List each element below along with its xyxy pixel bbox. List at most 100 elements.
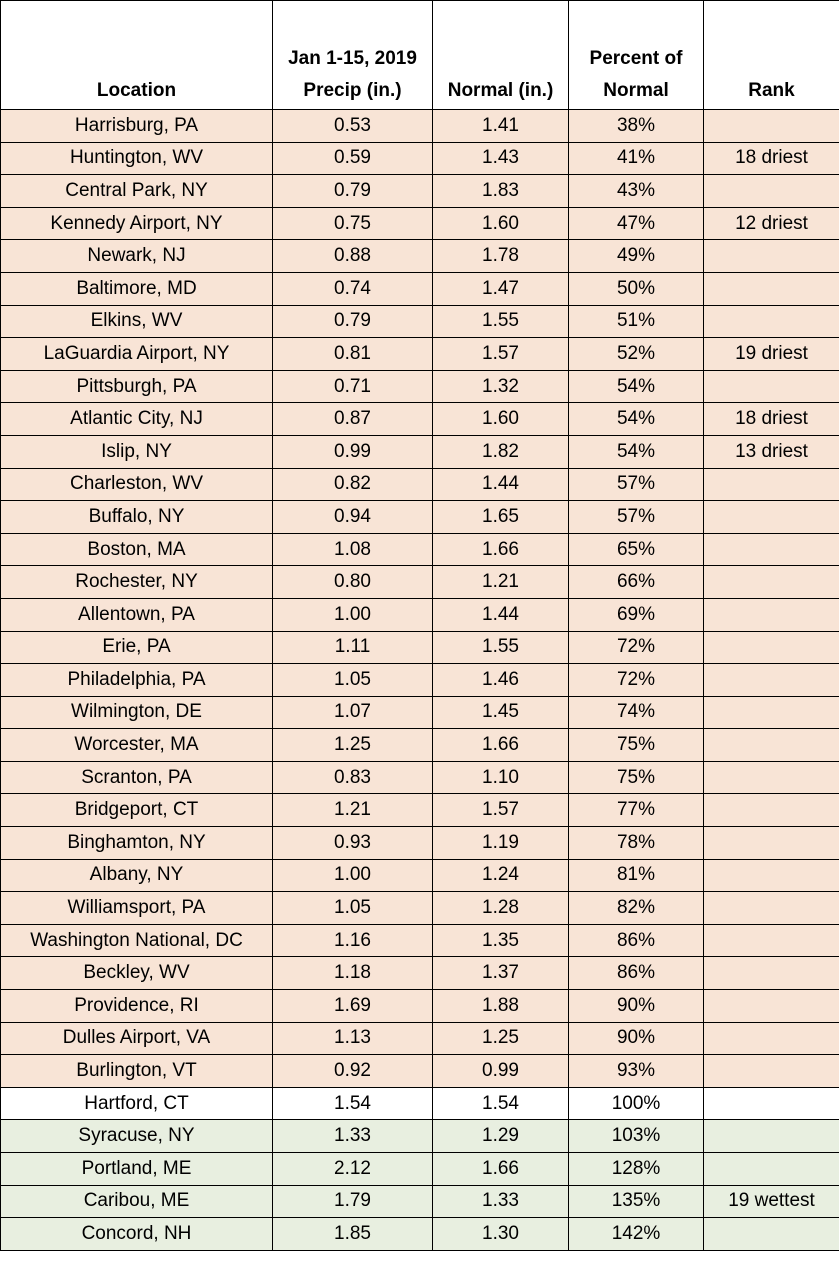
- cell-rank: [703, 793, 839, 828]
- table-row: Beckley, WV 1.18 1.37 86%: [0, 956, 839, 991]
- cell-percent: 51%: [568, 304, 704, 339]
- cell-location: LaGuardia Airport, NY: [0, 337, 273, 371]
- cell-rank: [703, 858, 839, 893]
- cell-rank: [703, 923, 839, 958]
- table-row: LaGuardia Airport, NY 0.81 1.57 52% 19 dries…: [0, 337, 839, 371]
- cell-location: Rochester, NY: [0, 565, 273, 599]
- cell-normal: 1.88: [432, 989, 569, 1023]
- cell-location: Burlington, VT: [0, 1054, 273, 1088]
- cell-precip: 0.79: [272, 304, 433, 339]
- cell-normal: 1.57: [432, 793, 569, 828]
- cell-rank: [703, 956, 839, 991]
- cell-location: Worcester, MA: [0, 728, 273, 762]
- cell-precip: 0.82: [272, 467, 433, 502]
- cell-normal: 1.37: [432, 956, 569, 991]
- cell-normal: 1.28: [432, 891, 569, 925]
- cell-percent: 41%: [568, 141, 704, 176]
- cell-percent: 128%: [568, 1152, 704, 1186]
- table-row: Allentown, PA 1.00 1.44 69%: [0, 597, 839, 632]
- cell-rank: [703, 1021, 839, 1056]
- cell-rank: [703, 271, 839, 306]
- cell-normal: 1.45: [432, 695, 569, 730]
- cell-precip: 1.33: [272, 1119, 433, 1153]
- cell-normal: 1.78: [432, 239, 569, 273]
- cell-rank: [703, 1152, 839, 1186]
- cell-percent: 75%: [568, 728, 704, 762]
- cell-rank: [703, 989, 839, 1023]
- table-row: Charleston, WV 0.82 1.44 57%: [0, 467, 839, 502]
- cell-normal: 1.66: [432, 1152, 569, 1186]
- cell-normal: 1.47: [432, 271, 569, 306]
- cell-rank: [703, 891, 839, 925]
- cell-location: Allentown, PA: [0, 597, 273, 632]
- cell-precip: 1.05: [272, 891, 433, 925]
- cell-precip: 0.75: [272, 206, 433, 241]
- cell-percent: 50%: [568, 271, 704, 306]
- cell-percent: 81%: [568, 858, 704, 893]
- cell-percent: 72%: [568, 630, 704, 665]
- cell-percent: 66%: [568, 565, 704, 599]
- cell-percent: 142%: [568, 1217, 704, 1251]
- cell-normal: 1.21: [432, 565, 569, 599]
- cell-location: Albany, NY: [0, 858, 273, 893]
- cell-precip: 0.74: [272, 271, 433, 306]
- cell-percent: 43%: [568, 174, 704, 208]
- cell-location: Scranton, PA: [0, 760, 273, 795]
- cell-percent: 93%: [568, 1054, 704, 1088]
- cell-location: Williamsport, PA: [0, 891, 273, 925]
- cell-rank: 19 driest: [703, 337, 839, 371]
- cell-rank: [703, 1217, 839, 1251]
- cell-normal: 1.29: [432, 1119, 569, 1153]
- cell-precip: 1.18: [272, 956, 433, 991]
- cell-normal: 1.24: [432, 858, 569, 893]
- table-row: Huntington, WV 0.59 1.43 41% 18 driest: [0, 141, 839, 176]
- cell-percent: 100%: [568, 1086, 704, 1121]
- cell-location: Buffalo, NY: [0, 500, 273, 534]
- table-row: Rochester, NY 0.80 1.21 66%: [0, 565, 839, 599]
- cell-location: Pittsburgh, PA: [0, 369, 273, 404]
- header-precip-line2: Precip (in.): [303, 80, 402, 101]
- cell-normal: 0.99: [432, 1054, 569, 1088]
- cell-location: Elkins, WV: [0, 304, 273, 339]
- table-row: Central Park, NY 0.79 1.83 43%: [0, 174, 839, 208]
- table-row: Atlantic City, NJ 0.87 1.60 54% 18 driest: [0, 402, 839, 436]
- header-percent: Percent of Normal: [568, 0, 704, 110]
- table-row: Baltimore, MD 0.74 1.47 50%: [0, 271, 839, 306]
- cell-precip: 1.11: [272, 630, 433, 665]
- table-row: Dulles Airport, VA 1.13 1.25 90%: [0, 1021, 839, 1056]
- cell-normal: 1.60: [432, 402, 569, 436]
- table-row: Buffalo, NY 0.94 1.65 57%: [0, 500, 839, 534]
- cell-location: Philadelphia, PA: [0, 663, 273, 697]
- cell-precip: 0.59: [272, 141, 433, 176]
- cell-normal: 1.55: [432, 630, 569, 665]
- cell-normal: 1.19: [432, 826, 569, 860]
- cell-percent: 38%: [568, 109, 704, 143]
- cell-normal: 1.32: [432, 369, 569, 404]
- cell-normal: 1.57: [432, 337, 569, 371]
- header-normal: Normal (in.): [432, 0, 569, 110]
- cell-rank: [703, 728, 839, 762]
- cell-precip: 1.69: [272, 989, 433, 1023]
- cell-location: Providence, RI: [0, 989, 273, 1023]
- cell-rank: [703, 369, 839, 404]
- table-row: Worcester, MA 1.25 1.66 75%: [0, 728, 839, 762]
- cell-percent: 57%: [568, 500, 704, 534]
- cell-rank: [703, 695, 839, 730]
- cell-precip: 0.71: [272, 369, 433, 404]
- cell-normal: 1.46: [432, 663, 569, 697]
- cell-normal: 1.41: [432, 109, 569, 143]
- cell-rank: [703, 500, 839, 534]
- table-row: Washington National, DC 1.16 1.35 86%: [0, 923, 839, 958]
- table-row: Bridgeport, CT 1.21 1.57 77%: [0, 793, 839, 828]
- table-row: Portland, ME 2.12 1.66 128%: [0, 1152, 839, 1186]
- table-row: Providence, RI 1.69 1.88 90%: [0, 989, 839, 1023]
- cell-rank: [703, 760, 839, 795]
- cell-precip: 1.08: [272, 532, 433, 567]
- cell-normal: 1.25: [432, 1021, 569, 1056]
- cell-normal: 1.65: [432, 500, 569, 534]
- cell-location: Concord, NH: [0, 1217, 273, 1251]
- header-precip: Jan 1-15, 2019 Precip (in.): [272, 0, 433, 110]
- table-row: Albany, NY 1.00 1.24 81%: [0, 858, 839, 893]
- cell-percent: 57%: [568, 467, 704, 502]
